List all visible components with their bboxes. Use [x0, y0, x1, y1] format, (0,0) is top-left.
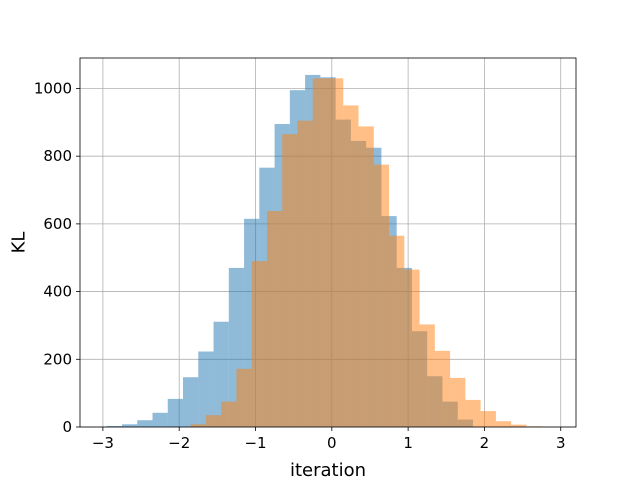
- histogram-bar-series-2: [404, 269, 420, 427]
- y-tick-label: 1000: [34, 79, 72, 97]
- histogram-bar-series-2: [465, 399, 481, 427]
- histogram-bar-series-2: [251, 261, 267, 427]
- y-tick-label: 800: [43, 147, 72, 165]
- histogram-bar-series-1: [198, 351, 214, 427]
- histogram-bar-series-2: [328, 78, 344, 428]
- histogram-bar-series-2: [389, 235, 405, 427]
- bars-layer: [106, 74, 542, 428]
- histogram-bar-series-2: [282, 134, 298, 427]
- ticks-layer: −3 −2 −1 0 1 2 3 0 200 400 600 800 1000: [34, 79, 566, 452]
- x-axis-label: iteration: [290, 460, 366, 480]
- histogram-bar-series-1: [106, 425, 122, 427]
- histogram-bar-series-1: [213, 321, 229, 427]
- x-tick-label: −1: [244, 434, 266, 452]
- histogram-bar-series-2: [190, 424, 206, 427]
- x-tick-label: 0: [327, 434, 337, 452]
- histogram-bar-series-2: [373, 164, 390, 427]
- histogram-bar-series-2: [205, 415, 222, 427]
- histogram-bar-series-1: [137, 420, 153, 427]
- x-tick-label: 2: [480, 434, 490, 452]
- histogram-bar-series-2: [221, 401, 237, 427]
- histogram-bar-series-2: [480, 411, 496, 427]
- histogram-bar-series-1: [167, 398, 184, 427]
- x-tick-label: 1: [403, 434, 413, 452]
- histogram-bar-series-2: [343, 105, 359, 427]
- histogram-bar-series-2: [511, 424, 527, 427]
- y-tick-label: 400: [43, 283, 72, 301]
- x-tick-label: −2: [168, 434, 190, 452]
- y-tick-label: 0: [62, 418, 72, 436]
- x-tick-label: 3: [556, 434, 566, 452]
- y-axis-label: KL: [8, 232, 29, 254]
- x-tick-label: −3: [92, 434, 114, 452]
- histogram-bar-series-1: [121, 424, 138, 427]
- y-tick-label: 200: [43, 350, 72, 368]
- histogram-bar-series-2: [236, 368, 252, 427]
- histogram-bar-series-2: [297, 120, 313, 427]
- histogram-bar-series-2: [419, 324, 435, 427]
- plot-frame: [79, 57, 577, 428]
- histogram-bar-series-2: [434, 350, 451, 427]
- histogram-bar-series-2: [312, 78, 328, 428]
- histogram-bar-series-1: [183, 377, 199, 427]
- histogram-bar-series-2: [266, 211, 283, 427]
- histogram-bar-series-2: [358, 126, 374, 427]
- histogram-bar-series-2: [495, 421, 512, 427]
- histogram-bar-series-1: [152, 412, 168, 427]
- histogram-bar-series-2: [450, 377, 466, 427]
- y-tick-label: 600: [43, 215, 72, 233]
